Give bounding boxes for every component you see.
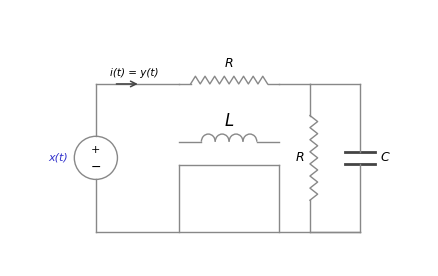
- Text: C: C: [380, 151, 389, 164]
- Text: x(t): x(t): [49, 153, 68, 163]
- Text: −: −: [91, 161, 101, 174]
- Text: R: R: [295, 151, 304, 164]
- Text: i(t) = y(t): i(t) = y(t): [110, 68, 158, 78]
- Text: R: R: [225, 57, 233, 70]
- Text: L: L: [224, 112, 234, 129]
- Text: +: +: [91, 145, 101, 155]
